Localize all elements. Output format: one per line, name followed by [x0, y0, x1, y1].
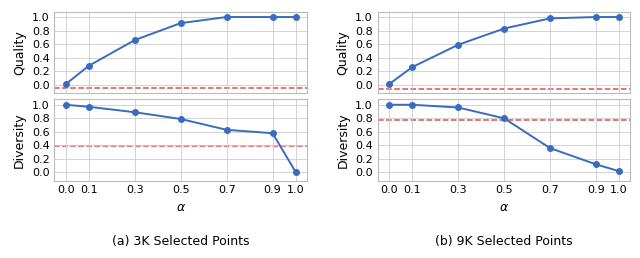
Y-axis label: Diversity: Diversity	[337, 112, 349, 168]
X-axis label: α: α	[177, 201, 185, 214]
X-axis label: α: α	[500, 201, 508, 214]
Text: (b) 9K Selected Points: (b) 9K Selected Points	[435, 235, 573, 248]
Y-axis label: Quality: Quality	[337, 30, 349, 75]
Y-axis label: Diversity: Diversity	[13, 112, 26, 168]
Text: (a) 3K Selected Points: (a) 3K Selected Points	[112, 235, 250, 248]
Y-axis label: Quality: Quality	[13, 30, 26, 75]
